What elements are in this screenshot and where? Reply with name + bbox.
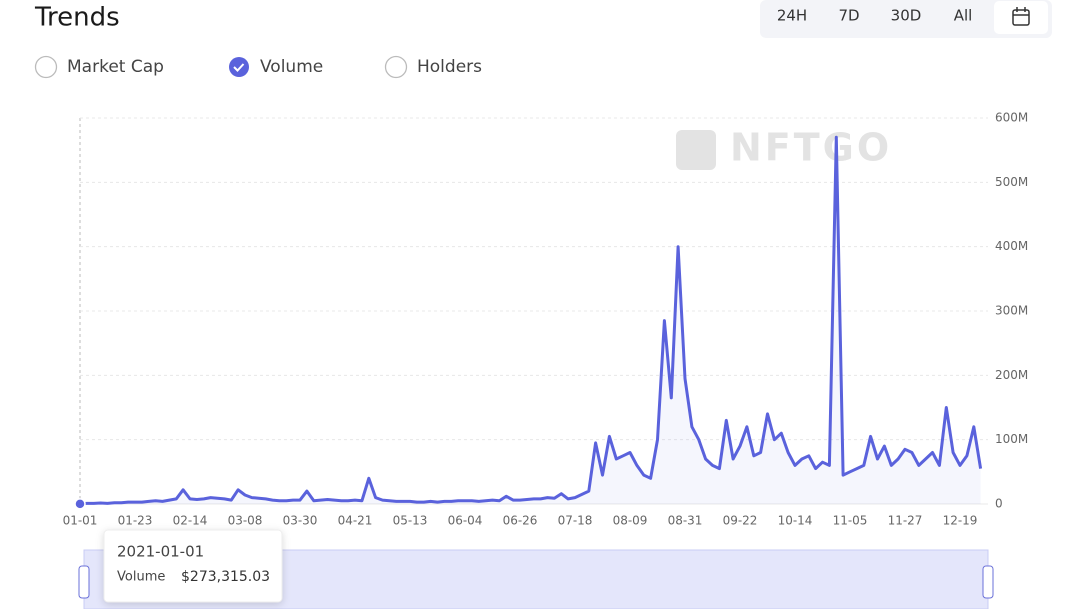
metric-label: Holders — [417, 57, 482, 77]
x-tick-label: 07-18 — [558, 514, 593, 528]
x-tick-label: 01-01 — [63, 514, 98, 528]
y-tick-label: 100M — [995, 432, 1028, 446]
y-tick-label: 200M — [995, 368, 1028, 382]
x-tick-label: 08-09 — [613, 514, 648, 528]
tooltip-date: 2021-01-01 — [117, 543, 204, 561]
x-tick-label: 11-27 — [888, 514, 923, 528]
y-tick-label: 0 — [995, 497, 1003, 511]
x-tick-label: 04-21 — [338, 514, 373, 528]
metric-label: Market Cap — [67, 57, 164, 77]
x-tick-label: 01-23 — [118, 514, 153, 528]
watermark-logo — [676, 130, 716, 170]
x-tick-label: 11-05 — [833, 514, 868, 528]
tooltip: 2021-01-01 Volume $273,315.03 — [103, 529, 283, 603]
watermark: NFTGO — [730, 126, 892, 170]
x-tick-label: 06-04 — [448, 514, 483, 528]
check-icon — [233, 63, 245, 72]
page-title: Trends — [34, 3, 120, 33]
calendar-button[interactable] — [994, 1, 1048, 34]
x-tick-label: 10-14 — [778, 514, 813, 528]
radio[interactable] — [384, 55, 408, 79]
zoom-handle[interactable] — [78, 565, 90, 599]
radio[interactable] — [34, 55, 58, 79]
range-button[interactable]: 24H — [777, 7, 807, 25]
calendar-icon — [1012, 7, 1030, 26]
y-tick-label: 500M — [995, 175, 1028, 189]
area — [80, 137, 981, 505]
y-tick-label: 300M — [995, 304, 1028, 318]
range-group — [760, 0, 1052, 38]
x-tick-label: 06-26 — [503, 514, 538, 528]
x-tick-label: 02-14 — [173, 514, 208, 528]
zoom-handle[interactable] — [982, 565, 994, 599]
tooltip-value: $273,315.03 — [181, 569, 270, 585]
range-button[interactable]: 30D — [891, 7, 922, 25]
x-tick-label: 12-19 — [943, 514, 978, 528]
x-tick-label: 09-22 — [723, 514, 758, 528]
x-tick-label: 03-08 — [228, 514, 263, 528]
y-tick-label: 400M — [995, 239, 1028, 253]
tooltip-label: Volume — [117, 570, 165, 585]
range-button[interactable]: 7D — [838, 7, 859, 25]
x-tick-label: 03-30 — [283, 514, 318, 528]
metric-label: Volume — [260, 57, 323, 77]
radio-checked[interactable] — [229, 57, 249, 77]
x-tick-label: 05-13 — [393, 514, 428, 528]
hover-point — [74, 498, 86, 510]
range-button[interactable]: All — [954, 7, 973, 25]
y-tick-label: 600M — [995, 111, 1028, 125]
x-tick-label: 08-31 — [668, 514, 703, 528]
line — [79, 135, 983, 506]
